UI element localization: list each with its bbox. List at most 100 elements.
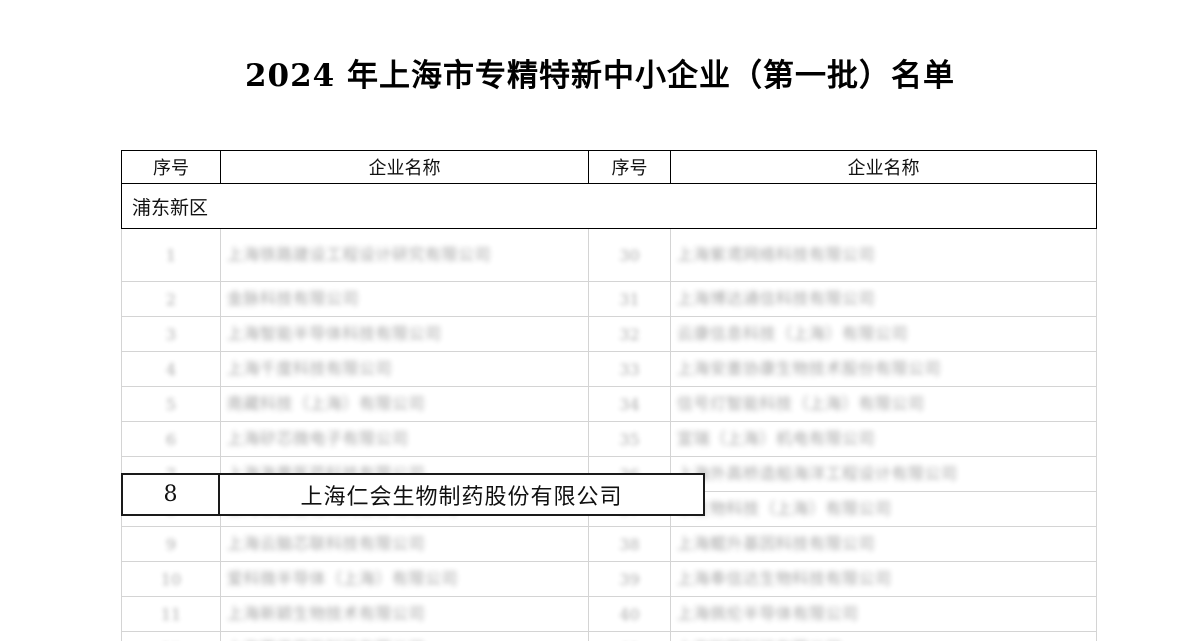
row-seq-left-text: 5 bbox=[165, 394, 177, 414]
table-header-row: 序号 企业名称 序号 企业名称 bbox=[121, 150, 1097, 184]
row-name-right-text: 上海安墨协康生物技术股份有限公司 bbox=[677, 359, 942, 379]
row-name-left-text: 上海铁路建设工程设计研究有限公司 bbox=[227, 245, 492, 265]
table-row: 10 爱科微半导体（上海）有限公司 39 上海奉信达生物科技有限公司 bbox=[121, 561, 1097, 597]
row-name-right: 信号灯智能科技（上海）有限公司 bbox=[670, 386, 1097, 422]
row-name-right-text: 上海外高桥造船海洋工程设计有限公司 bbox=[677, 464, 958, 484]
row-name-left: 上海智能半导体科技有限公司 bbox=[220, 316, 589, 352]
row-name-right-text: 信号灯智能科技（上海）有限公司 bbox=[677, 394, 925, 414]
row-name-left: 南藏科技（上海）有限公司 bbox=[220, 386, 589, 422]
row-name-left: 金脉科技有限公司 bbox=[220, 281, 589, 317]
row-seq-left: 5 bbox=[121, 386, 221, 422]
column-header-name-left: 企业名称 bbox=[220, 150, 589, 184]
row-seq-left-text: 3 bbox=[165, 324, 177, 344]
row-name-left: 上海千度科技有限公司 bbox=[220, 351, 589, 387]
highlighted-company-number: 8 bbox=[123, 475, 220, 514]
row-seq-left-text: 1 bbox=[165, 245, 177, 265]
company-listing-table-wrapper: 序号 企业名称 序号 企业名称 浦东新区 1 上海铁路建设工程设计研究有限公司 30… bbox=[121, 150, 1097, 643]
row-seq-left-text: 10 bbox=[160, 569, 182, 589]
highlighted-company-name: 上海仁会生物制药股份有限公司 bbox=[300, 484, 623, 510]
row-name-right-text: 上海博达通信科技有限公司 bbox=[677, 289, 876, 309]
row-seq-left-text: 6 bbox=[165, 429, 177, 449]
row-name-right-text: 宣瑞（上海）机电有限公司 bbox=[677, 429, 876, 449]
row-seq-right: 40 bbox=[588, 596, 671, 632]
table-body: 浦东新区 1 上海铁路建设工程设计研究有限公司 30 上海紫鸢网络科技有限公司 2 金脉科… bbox=[121, 183, 1097, 643]
table-row: 2 金脉科技有限公司 31 上海博达通信科技有限公司 bbox=[121, 281, 1097, 317]
page-bottom-cut bbox=[0, 641, 1200, 643]
row-seq-left: 10 bbox=[121, 561, 221, 597]
row-seq-left: 11 bbox=[121, 596, 221, 632]
region-label: 浦东新区 bbox=[121, 183, 1097, 229]
row-seq-right: 34 bbox=[588, 386, 671, 422]
page-title: 2024 年上海市专精特新中小企业（第一批）名单 bbox=[244, 58, 956, 94]
row-seq-right-text: 34 bbox=[619, 394, 640, 414]
row-seq-left: 6 bbox=[121, 421, 221, 457]
row-name-left-text: 上海智能半导体科技有限公司 bbox=[227, 324, 442, 344]
row-seq-right: 39 bbox=[588, 561, 671, 597]
row-name-right-text: 云康信息科技（上海）有限公司 bbox=[677, 324, 909, 344]
row-seq-left: 4 bbox=[121, 351, 221, 387]
row-seq-left: 1 bbox=[121, 228, 221, 282]
column-header-seq-left: 序号 bbox=[121, 150, 221, 184]
row-seq-left-text: 4 bbox=[165, 359, 177, 379]
row-name-left-text: 金脉科技有限公司 bbox=[227, 289, 360, 309]
table-row: 11 上海新颖生物技术有限公司 40 上海佩伦半导体有限公司 bbox=[121, 596, 1097, 632]
row-seq-right: 30 bbox=[588, 228, 671, 282]
row-seq-right-text: 38 bbox=[619, 534, 640, 554]
table-row: 9 上海云脑芯联科技有限公司 38 上海鲲升基因科技有限公司 bbox=[121, 526, 1097, 562]
row-name-right-text: 上海佩伦半导体有限公司 bbox=[677, 604, 859, 624]
region-banner-row: 浦东新区 bbox=[121, 183, 1097, 229]
row-name-right: 宣瑞（上海）机电有限公司 bbox=[670, 421, 1097, 457]
row-name-right-text: 上海奉信达生物科技有限公司 bbox=[677, 569, 892, 589]
row-name-left: 上海铁路建设工程设计研究有限公司 bbox=[220, 228, 589, 282]
company-listing-table: 序号 企业名称 序号 企业名称 浦东新区 1 上海铁路建设工程设计研究有限公司 30… bbox=[121, 150, 1097, 643]
column-header-seq-right: 序号 bbox=[588, 150, 671, 184]
row-name-right-text: 上海紫鸢网络科技有限公司 bbox=[677, 245, 876, 265]
row-seq-right-text: 39 bbox=[619, 569, 640, 589]
row-name-left-text: 上海云脑芯联科技有限公司 bbox=[227, 534, 426, 554]
row-name-right: 上海鲲升基因科技有限公司 bbox=[670, 526, 1097, 562]
row-seq-right-text: 31 bbox=[619, 289, 640, 309]
row-name-right-text: 上海鲲升基因科技有限公司 bbox=[677, 534, 876, 554]
row-name-left: 上海新颖生物技术有限公司 bbox=[220, 596, 589, 632]
column-header-name-right: 企业名称 bbox=[670, 150, 1097, 184]
row-name-left-text: 上海新颖生物技术有限公司 bbox=[227, 604, 426, 624]
row-seq-left: 2 bbox=[121, 281, 221, 317]
row-seq-right: 33 bbox=[588, 351, 671, 387]
row-name-left: 上海云脑芯联科技有限公司 bbox=[220, 526, 589, 562]
row-seq-left-text: 9 bbox=[165, 534, 177, 554]
row-name-right-text: 东生物科技（上海）有限公司 bbox=[677, 499, 892, 519]
row-seq-right-text: 40 bbox=[619, 604, 640, 624]
highlighted-company-callout: 8 上海仁会生物制药股份有限公司 bbox=[121, 473, 705, 516]
table-row: 3 上海智能半导体科技有限公司 32 云康信息科技（上海）有限公司 bbox=[121, 316, 1097, 352]
row-name-right: 上海佩伦半导体有限公司 bbox=[670, 596, 1097, 632]
row-seq-left-text: 2 bbox=[165, 289, 177, 309]
row-seq-left: 3 bbox=[121, 316, 221, 352]
row-name-right: 上海外高桥造船海洋工程设计有限公司 bbox=[670, 456, 1097, 492]
table-row: 4 上海千度科技有限公司 33 上海安墨协康生物技术股份有限公司 bbox=[121, 351, 1097, 387]
row-seq-right-text: 35 bbox=[619, 429, 640, 449]
row-seq-left-text: 11 bbox=[160, 604, 182, 624]
row-name-right: 云康信息科技（上海）有限公司 bbox=[670, 316, 1097, 352]
row-seq-right-text: 32 bbox=[619, 324, 640, 344]
table-row: 5 南藏科技（上海）有限公司 34 信号灯智能科技（上海）有限公司 bbox=[121, 386, 1097, 422]
row-name-left-text: 上海千度科技有限公司 bbox=[227, 359, 393, 379]
row-name-right: 东生物科技（上海）有限公司 bbox=[670, 491, 1097, 527]
row-seq-right-text: 33 bbox=[619, 359, 640, 379]
row-seq-left: 9 bbox=[121, 526, 221, 562]
row-name-left: 上海矽芯微电子有限公司 bbox=[220, 421, 589, 457]
row-seq-right: 31 bbox=[588, 281, 671, 317]
row-seq-right: 35 bbox=[588, 421, 671, 457]
table-row: 6 上海矽芯微电子有限公司 35 宣瑞（上海）机电有限公司 bbox=[121, 421, 1097, 457]
row-name-right: 上海安墨协康生物技术股份有限公司 bbox=[670, 351, 1097, 387]
row-seq-right: 38 bbox=[588, 526, 671, 562]
row-name-right: 上海博达通信科技有限公司 bbox=[670, 281, 1097, 317]
row-name-left-text: 爱科微半导体（上海）有限公司 bbox=[227, 569, 459, 589]
row-seq-right-text: 30 bbox=[619, 245, 640, 265]
row-name-left-text: 上海矽芯微电子有限公司 bbox=[227, 429, 409, 449]
row-name-right: 上海紫鸢网络科技有限公司 bbox=[670, 228, 1097, 282]
row-name-right: 上海奉信达生物科技有限公司 bbox=[670, 561, 1097, 597]
row-name-left-text: 南藏科技（上海）有限公司 bbox=[227, 394, 426, 414]
table-row: 1 上海铁路建设工程设计研究有限公司 30 上海紫鸢网络科技有限公司 bbox=[121, 228, 1097, 282]
row-name-left: 爱科微半导体（上海）有限公司 bbox=[220, 561, 589, 597]
